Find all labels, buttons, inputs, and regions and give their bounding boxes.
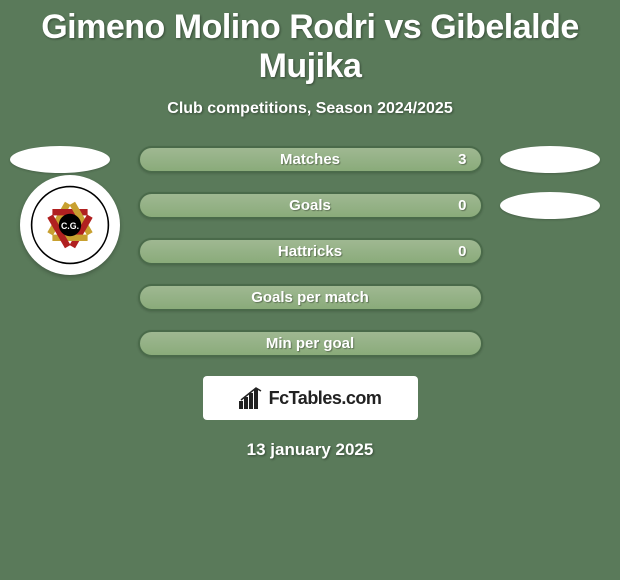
- stat-value: 0: [458, 243, 466, 260]
- stat-label: Matches: [280, 151, 340, 168]
- stat-pill: Matches 3: [138, 146, 483, 173]
- right-badge: [500, 192, 600, 219]
- right-badge: [500, 146, 600, 173]
- stat-pill: Min per goal: [138, 330, 483, 357]
- stat-row-mpg: Min per goal: [0, 330, 620, 357]
- stat-value: 0: [458, 197, 466, 214]
- stat-label: Hattricks: [278, 243, 342, 260]
- stat-row-gpm: Goals per match: [0, 284, 620, 311]
- stat-pill: Goals per match: [138, 284, 483, 311]
- bars-icon: [239, 387, 265, 409]
- subtitle: Club competitions, Season 2024/2025: [0, 100, 620, 118]
- svg-text:C.G.: C.G.: [61, 221, 79, 231]
- stat-row-matches: Matches 3: [0, 146, 620, 173]
- stat-pill: Hattricks 0: [138, 238, 483, 265]
- page-title: Gimeno Molino Rodri vs Gibelalde Mujika: [0, 0, 620, 86]
- date-label: 13 january 2025: [0, 440, 620, 460]
- left-badge: [10, 146, 110, 173]
- brand-text: FcTables.com: [269, 388, 382, 409]
- club-logo: C.G.: [20, 175, 120, 275]
- stat-pill: Goals 0: [138, 192, 483, 219]
- stat-label: Min per goal: [266, 335, 354, 352]
- brand-badge[interactable]: FcTables.com: [203, 376, 418, 420]
- stat-label: Goals: [289, 197, 331, 214]
- stat-value: 3: [458, 151, 466, 168]
- stat-label: Goals per match: [251, 289, 369, 306]
- shield-icon: C.G.: [30, 185, 110, 265]
